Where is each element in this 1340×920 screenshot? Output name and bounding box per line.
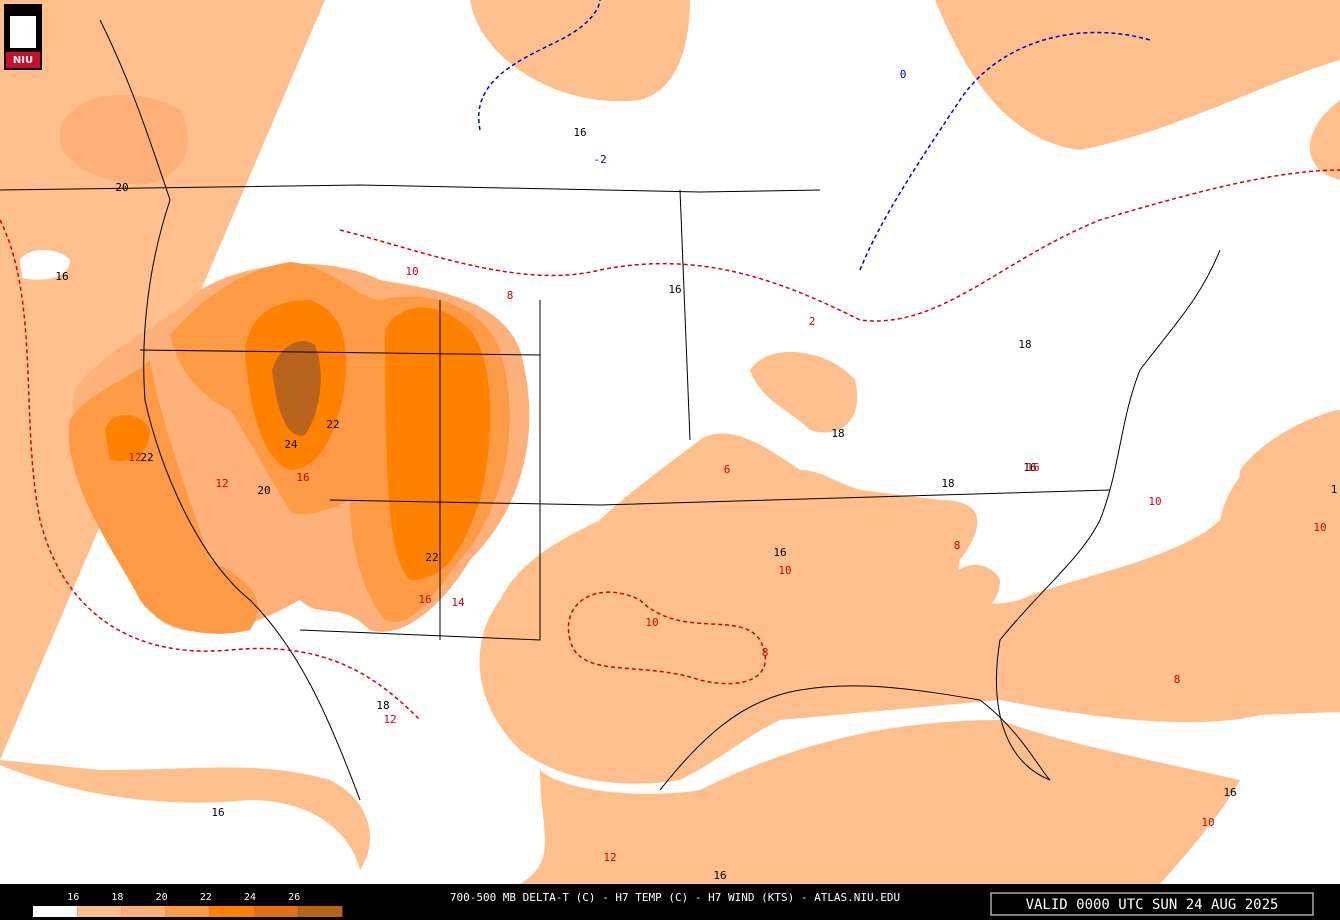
delta-t-18-area xyxy=(750,351,858,433)
delta-t-label: 22 xyxy=(140,451,153,464)
delta-t-18-area xyxy=(1240,410,1340,519)
temp-label: 12 xyxy=(215,477,228,490)
legend-swatch xyxy=(298,906,343,917)
delta-t-label: 16 xyxy=(211,806,224,819)
logo: NIU xyxy=(4,4,42,70)
delta-t-label: 22 xyxy=(425,551,438,564)
temp-label: 16 xyxy=(1026,461,1039,474)
delta-t-label: 24 xyxy=(284,438,298,451)
delta-t-label: 20 xyxy=(257,484,270,497)
border-line xyxy=(0,184,821,193)
delta-t-label: 16 xyxy=(1223,786,1236,799)
delta-t-18-area xyxy=(765,497,800,554)
below-18-area xyxy=(1104,260,1185,373)
valid-time: VALID 0000 UTC SUN 24 AUG 2025 xyxy=(1026,897,1279,913)
legend-swatch xyxy=(33,906,78,917)
temp-label: 10 xyxy=(778,564,791,577)
temp-label: 10 xyxy=(1313,521,1326,534)
temp-contour xyxy=(0,219,421,721)
delta-t-label: 16 xyxy=(573,126,586,139)
delta-t-label: 18 xyxy=(376,699,389,712)
legend-swatch xyxy=(77,906,122,917)
temp-label: 14 xyxy=(451,596,465,609)
legend-label: 18 xyxy=(111,892,123,903)
delta-t-label: 20 xyxy=(115,181,128,194)
temp-contour xyxy=(567,591,767,685)
logo-tower xyxy=(10,16,36,48)
delta-t-label: 18 xyxy=(941,477,954,490)
cold-contour xyxy=(477,0,1151,271)
temp-label: 2 xyxy=(809,315,816,328)
below-18-area xyxy=(0,0,1340,884)
delta-t-26-area xyxy=(272,341,321,436)
delta-t-label: 16 xyxy=(713,869,726,882)
shading xyxy=(0,0,1340,884)
legend-swatch xyxy=(121,906,166,917)
temp-label: 10 xyxy=(1148,495,1161,508)
temp-contour xyxy=(339,169,1340,322)
temp-label: 10 xyxy=(405,265,418,278)
coastline xyxy=(99,19,361,801)
temp-label: 16 xyxy=(296,471,309,484)
delta-t-18-area xyxy=(950,565,1000,612)
legend-label: 20 xyxy=(156,892,168,903)
temp-label: 8 xyxy=(1174,673,1181,686)
temp-label: 10 xyxy=(645,616,658,629)
temp-label: 8 xyxy=(507,289,514,302)
legend-label: 16 xyxy=(67,892,79,903)
cold-temp-label: -2 xyxy=(593,153,606,166)
delta-t-label: 18 xyxy=(831,427,844,440)
temp-label: 8 xyxy=(954,539,961,552)
legend-swatch xyxy=(165,906,210,917)
below-18-area xyxy=(20,249,70,280)
cold-temp-label: 0 xyxy=(900,68,907,81)
delta-t-label: 18 xyxy=(1018,338,1031,351)
temp-label: 12 xyxy=(128,451,141,464)
temp-label: 12 xyxy=(383,713,396,726)
legend-label: 26 xyxy=(288,892,300,903)
delta-t-label: 16 xyxy=(668,283,681,296)
temp-label: 6 xyxy=(724,463,731,476)
contour-labels: 16 20 16 16 18 18 22 24 22 20 22 16 18 1… xyxy=(55,68,1337,882)
delta-t-24-area xyxy=(385,307,491,580)
footer-title: 700-500 MB DELTA-T (C) - H7 TEMP (C) - H… xyxy=(450,891,900,904)
temp-label: 16 xyxy=(418,593,431,606)
temp-label: 12 xyxy=(603,851,616,864)
delta-t-label: 1 xyxy=(1331,483,1338,496)
legend-swatch xyxy=(209,906,254,917)
legend: 16 18 20 22 24 26 xyxy=(33,892,343,917)
delta-t-label: 16 xyxy=(773,546,786,559)
below-18-area xyxy=(989,407,1050,469)
borders xyxy=(0,19,1221,801)
delta-t-label: 16 xyxy=(55,270,68,283)
valid-box xyxy=(990,892,1314,916)
coastline xyxy=(659,249,1221,791)
delta-t-label: 16 xyxy=(1023,461,1036,474)
legend-label: 24 xyxy=(244,892,256,903)
temp-label: 10 xyxy=(1201,816,1214,829)
logo-text: NIU xyxy=(13,55,33,66)
border-line xyxy=(139,189,1111,641)
delta-t-label: 22 xyxy=(326,418,339,431)
delta-t-20-area xyxy=(59,94,188,185)
legend-label: 22 xyxy=(200,892,212,903)
legend-swatch xyxy=(254,906,299,917)
delta-t-24-area xyxy=(105,415,150,462)
temp-contours xyxy=(0,0,1340,721)
logo-band xyxy=(6,52,40,68)
